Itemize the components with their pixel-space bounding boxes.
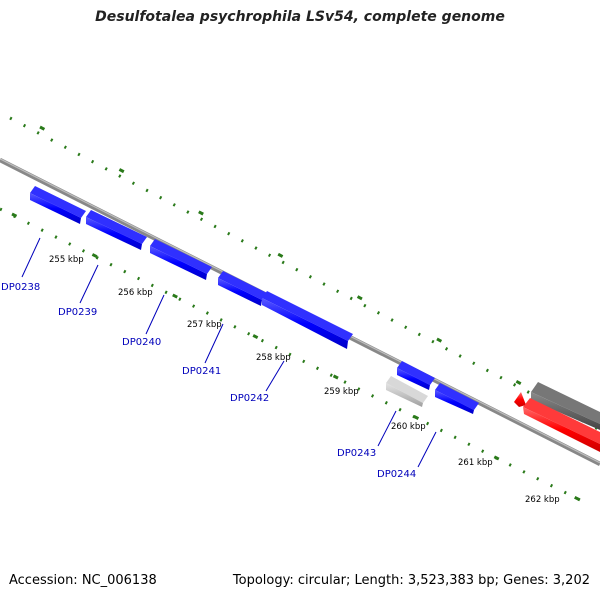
reverse-gene-small[interactable] — [514, 392, 526, 407]
kbp-label-261: 261 kbp — [458, 458, 493, 468]
feature-dark-grey[interactable] — [531, 382, 600, 430]
gene-label-DP0244[interactable]: DP0244 — [377, 469, 416, 480]
gene-DP0238[interactable] — [30, 186, 86, 224]
gene-DP0242[interactable] — [262, 291, 353, 349]
kbp-label-262: 262 kbp — [525, 495, 560, 505]
gene-DP0243-a[interactable] — [397, 361, 435, 390]
topology-summary: Topology: circular; Length: 3,523,383 bp… — [232, 573, 590, 588]
kbp-label-259: 259 kbp — [324, 387, 359, 397]
gene-label-leaders — [21, 237, 437, 468]
gene-label-DP0240[interactable]: DP0240 — [122, 337, 161, 348]
tick-track-inner — [0, 207, 591, 507]
map-title: Desulfotalea psychrophila LSv54, complet… — [95, 9, 505, 25]
accession-text: Accession: NC_006138 — [9, 573, 157, 588]
gene-label-DP0241[interactable]: DP0241 — [182, 366, 221, 377]
gene-label-DP0243[interactable]: DP0243 — [337, 448, 376, 459]
gene-DP0239[interactable] — [86, 210, 147, 250]
kbp-label-260: 260 kbp — [391, 422, 426, 432]
gene-label-DP0239[interactable]: DP0239 — [58, 307, 97, 318]
gene-DP0244[interactable] — [435, 383, 479, 414]
kbp-label-257: 257 kbp — [187, 320, 222, 330]
tick-track-outer — [9, 116, 600, 432]
kbp-label-258: 258 kbp — [256, 353, 291, 363]
gene-DP0240[interactable] — [150, 239, 212, 280]
kbp-label-255: 255 kbp — [49, 255, 84, 265]
pseudogene-DP0243[interactable] — [386, 376, 428, 407]
gene-label-DP0238[interactable]: DP0238 — [1, 282, 40, 293]
gene-label-DP0242[interactable]: DP0242 — [230, 393, 269, 404]
kbp-label-256: 256 kbp — [118, 288, 153, 298]
gene-DP0241[interactable] — [218, 271, 267, 306]
reverse-gene-large[interactable] — [523, 398, 600, 452]
